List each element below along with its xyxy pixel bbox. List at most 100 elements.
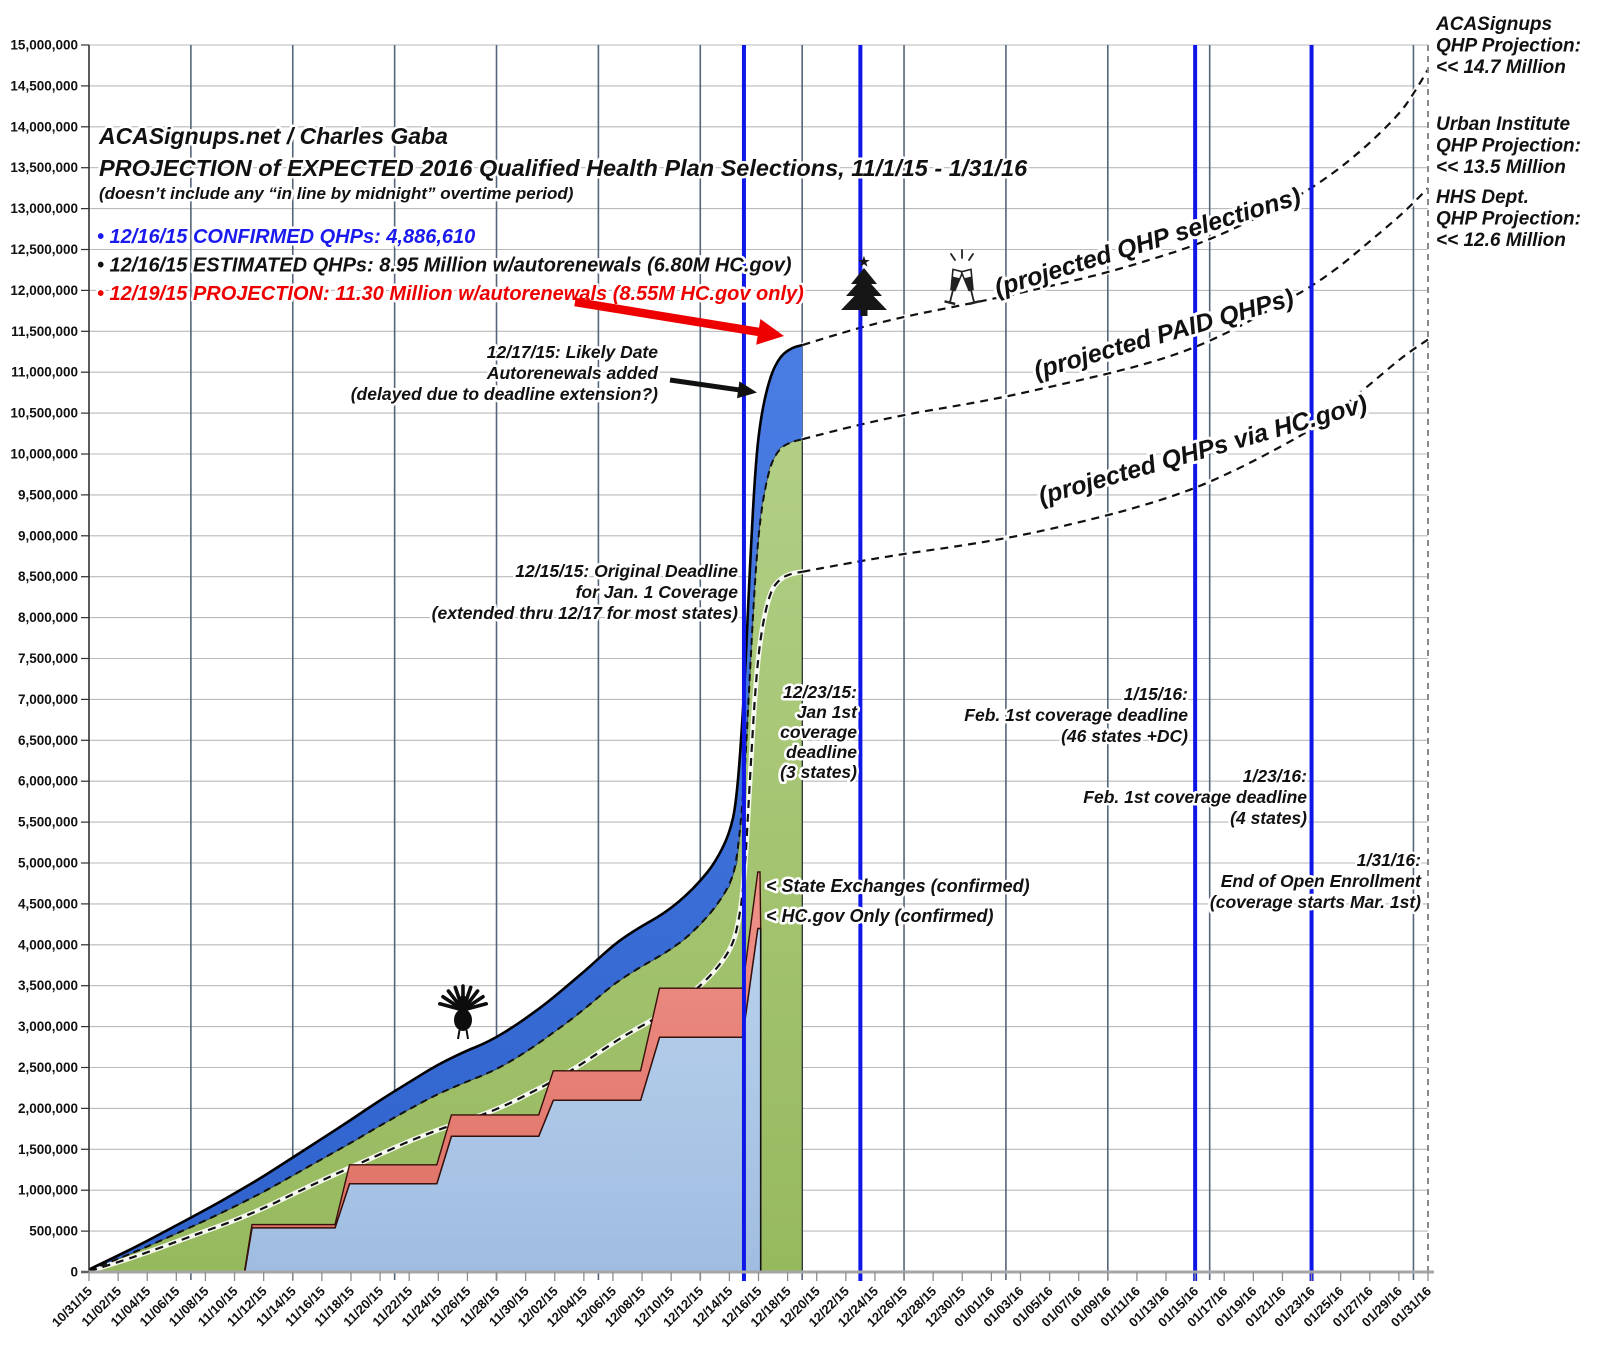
y-tick-label: 10,500,000	[10, 406, 78, 421]
y-tick-label: 5,000,000	[18, 856, 78, 871]
note-line: << 14.7 Million	[1436, 57, 1566, 78]
note-line: Autorenewals added	[486, 363, 658, 383]
red-arrow-head	[756, 319, 784, 345]
line-projected-qhp-selections	[801, 68, 1429, 347]
tree-star: ★	[858, 254, 870, 269]
line-estimated-hcgov	[88, 570, 803, 1273]
y-tick-label: 14,000,000	[10, 119, 78, 134]
tree-bottom	[841, 286, 887, 310]
christmas-tree-icon: ★	[841, 254, 887, 316]
glass-liquid	[963, 276, 973, 291]
turkey-head	[459, 995, 467, 1003]
glass-liquid	[951, 276, 961, 291]
note-line: Urban Institute	[1436, 114, 1570, 135]
y-tick-label: 8,500,000	[18, 569, 78, 584]
y-tick-label: 11,500,000	[11, 324, 78, 339]
deadline-lines	[741, 45, 1429, 1281]
note-line: ACASignups	[1435, 14, 1552, 35]
note-jan15-deadline: 1/15/16:Feb. 1st coverage deadline(46 st…	[962, 682, 1191, 749]
projection-lines	[801, 68, 1431, 575]
note-line: (coverage starts Mar. 1st)	[1210, 892, 1421, 912]
arrows	[574, 297, 784, 399]
note-line: (extended thru 12/17 for most states)	[432, 603, 738, 623]
note-line: Feb. 1st coverage deadline	[1083, 787, 1307, 807]
black-arrow-head	[737, 381, 757, 399]
y-tick-label: 14,500,000	[10, 78, 78, 93]
title-line1: ACASignups.net / Charles Gaba	[98, 123, 448, 149]
legend-bullet-2: • 12/19/15 PROJECTION: 11.30 Million w/a…	[97, 283, 804, 305]
curve-label-0: (projected QHP selections)	[991, 182, 1304, 302]
y-tick-label: 12,000,000	[10, 283, 78, 298]
y-tick-label: 8,000,000	[18, 610, 78, 625]
note-line: 12/23/15:	[783, 682, 857, 702]
y-tick-label: 15,000,000	[10, 38, 78, 53]
note-line: 1/23/16:	[1243, 766, 1307, 786]
note-line: (delayed due to deadline extension?)	[351, 384, 658, 404]
y-tick-label: 4,500,000	[18, 896, 78, 911]
y-tick-label: 13,000,000	[10, 201, 78, 216]
red-arrow-shaft	[574, 297, 761, 337]
y-tick-label: 13,500,000	[10, 160, 78, 175]
note-line: coverage	[780, 722, 857, 742]
y-tick-label: 7,500,000	[18, 651, 78, 666]
note-line: 12/17/15: Likely Date	[487, 342, 658, 362]
y-tick-label: 1,500,000	[18, 1142, 78, 1157]
turkey-tail-feather	[461, 1002, 489, 1012]
y-tick-label: 9,500,000	[18, 487, 78, 502]
note-line: QHP Projection:	[1436, 36, 1581, 57]
area-estimated-autorenewals	[89, 345, 803, 1271]
note-line: QHP Projection:	[1436, 136, 1581, 157]
title-line2: PROJECTION of EXPECTED 2016 Qualified He…	[99, 155, 1028, 181]
glass-base	[968, 300, 980, 306]
y-tick-label: 11,000,000	[11, 365, 78, 380]
note-jan23-deadline: 1/23/16:Feb. 1st coverage deadline(4 sta…	[1081, 764, 1310, 831]
note-line: End of Open Enrollment	[1221, 871, 1422, 891]
turkey-leg	[465, 1029, 469, 1040]
note-line: (3 states)	[780, 762, 857, 782]
champagne-icon	[944, 249, 980, 306]
turkey-icon	[437, 984, 489, 1040]
area-state-exchanges-confirmed	[243, 871, 762, 1273]
curve-label-1: (projected PAID QHPs)	[1031, 284, 1297, 385]
note-line: 1/31/16:	[1357, 850, 1421, 870]
sparkle	[950, 253, 956, 261]
y-tick-label: 12,500,000	[10, 242, 78, 257]
note-line: 1/15/16:	[1124, 684, 1188, 704]
line-projected-qhps-hcgov	[801, 338, 1429, 573]
y-tick-label: 3,500,000	[18, 978, 78, 993]
y-tick-label: 7,000,000	[18, 692, 78, 707]
y-tick-label: 0	[70, 1265, 78, 1280]
note-line: (46 states +DC)	[1061, 726, 1188, 746]
holiday-icons: ★	[437, 249, 980, 1040]
tree-trunk	[860, 310, 868, 316]
sparkle	[968, 253, 974, 261]
y-tick-label: 2,000,000	[18, 1101, 78, 1116]
line-projected-paid-qhps	[801, 187, 1429, 441]
note-line: << 12.6 Million	[1436, 230, 1566, 251]
note-line: QHP Projection:	[1436, 209, 1581, 230]
y-tick-label: 3,000,000	[18, 1019, 78, 1034]
y-tick-label: 6,500,000	[18, 733, 78, 748]
note-line: HHS Dept.	[1436, 187, 1529, 208]
legend-bullet-0: • 12/16/15 CONFIRMED QHPs: 4,886,610	[97, 226, 475, 248]
turkey-body	[454, 1009, 472, 1031]
note-line: Jan 1st	[797, 702, 858, 722]
note-line: << 13.5 Million	[1436, 157, 1566, 178]
area-series	[88, 343, 803, 1274]
y-tick-label: 4,000,000	[18, 937, 78, 952]
line-projected-qhp-selections-casing	[801, 68, 1431, 348]
title-line3: (doesn’t include any “in line by midnigh…	[99, 184, 574, 203]
champagne-glass	[960, 268, 980, 306]
turkey-leg	[457, 1029, 461, 1040]
label-hcgov-only: < HC.gov Only (confirmed)	[766, 906, 994, 926]
y-tick-label: 9,000,000	[18, 528, 78, 543]
note-line: 12/15/15: Original Deadline	[515, 561, 738, 581]
note-hhs-projection: HHS Dept.QHP Projection:<< 12.6 Million	[1434, 185, 1583, 253]
glass-base	[944, 300, 956, 306]
